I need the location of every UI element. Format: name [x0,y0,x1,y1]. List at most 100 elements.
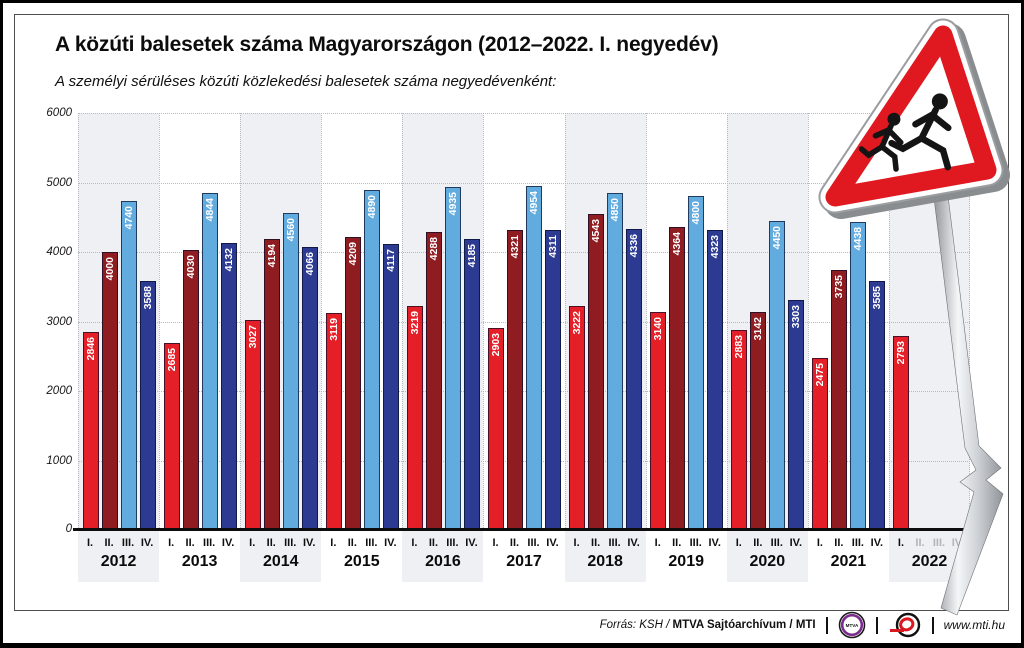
divider [875,616,878,634]
quarter-label: II. [591,537,601,549]
quarter-labels: I. II. III. IV. [321,537,402,552]
year-label: 2013 [181,553,218,570]
source-text: Forrás: KSH / MTVA Sajtóarchívum / MTI [600,619,816,631]
y-axis-tick-label: 0 [65,523,72,535]
bar-value-label: 4740 [122,206,135,230]
quarter-label: I. [492,537,499,549]
quarter-label: III. [689,537,702,549]
year-band: 3119 4209 4890 4117 I. II. III. IV. 2015 [321,113,403,582]
bar-2018-q1: 3222 [569,306,586,530]
quarter-labels: I. II. III. IV. [808,537,889,552]
quarter-labels: I. II. III. IV. [78,537,159,552]
year-band: 3222 4543 4850 4336 I. II. III. IV. 2018 [564,113,646,582]
quarter-label: II. [185,537,195,549]
bar-value-label: 4364 [671,232,684,256]
quarter-label: II. [347,537,357,549]
year-band: 2883 3142 4450 3303 I. II. III. IV. 2020 [726,113,808,582]
quarter-label: III. [851,537,864,549]
quarter-labels: I. II. III. IV. [727,537,808,552]
bar-2013-q4: 4132 [220,243,237,530]
bar-value-label: 4450 [771,226,784,250]
quarter-label: IV. [140,537,154,549]
bar-2017-q3: 4954 [526,186,543,530]
y-axis-tick-label: 1000 [46,455,72,467]
page-subtitle: A személyi sérüléses közúti közlekedési … [55,73,557,90]
quarter-label: III. [121,537,135,549]
bar-2017-q4: 4311 [545,230,562,530]
bar-value-label: 4438 [852,227,865,251]
bar-2019-q3: 4800 [688,196,705,530]
mti-logo-icon [889,612,920,638]
year-band: 2685 4030 4844 4132 I. II. III. IV. 2013 [159,113,241,582]
quarter-label: IV. [870,537,884,549]
quarter-labels: I. II. III. IV. [646,537,727,552]
svg-text:MTVA: MTVA [845,623,858,628]
quarter-labels: I. II. III. IV. [159,537,240,552]
source-agencies: MTVA Sajtóarchívum / MTI [672,619,816,631]
bar-2020-q3: 4450 [769,221,786,530]
bar-value-label: 4132 [222,248,235,272]
bar-value-label: 3027 [246,325,259,349]
bar-value-label: 4543 [590,219,603,243]
y-axis-tick-label: 6000 [46,107,72,119]
quarter-labels: I. II. III. IV. [240,537,321,552]
quarter-label: III. [365,537,378,549]
bar-value-label: 4209 [346,242,359,266]
bar-2021-q2: 3735 [831,270,848,530]
year-label: 2017 [506,553,542,570]
bar-2016-q2: 4288 [425,232,442,530]
bar-2014-q3: 4560 [282,213,299,530]
bar-2015-q3: 4890 [363,190,380,530]
bar-value-label: 4321 [509,235,522,259]
bar-2013-q3: 4844 [201,193,218,530]
source-prefix: Forrás: KSH / [599,619,673,631]
quarter-label: I. [330,537,337,549]
year-label: 2021 [830,553,867,570]
quarter-label: I. [735,537,742,549]
bar-value-label: 4185 [465,244,478,268]
y-axis-tick-label: 5000 [46,177,72,189]
bar-2021-q3: 4438 [850,222,867,530]
footer: Forrás: KSH / MTVA Sajtóarchívum / MTI M… [600,610,1005,640]
quarter-label: IV. [789,537,803,549]
bar-value-label: 4336 [628,234,641,258]
bar-2018-q2: 4543 [588,214,605,530]
quarter-labels: I. II. III. IV. [889,537,970,552]
bar-value-label: 4030 [184,255,197,279]
quarter-label: II. [104,537,114,549]
bar-value-label: 2793 [894,341,907,365]
quarter-label: II. [266,537,276,549]
bar-2020-q4: 3303 [788,300,805,530]
divider [931,616,934,634]
bar-2018-q4: 4336 [626,229,643,530]
quarter-label: IV. [546,537,559,549]
bar-value-label: 2883 [733,335,746,359]
quarter-label: IV. [951,537,965,549]
quarter-label: III. [527,537,540,549]
mtva-logo-icon: MTVA [838,611,865,639]
bar-value-label: 3142 [752,317,765,341]
website-text: www.mti.hu [943,618,1005,632]
quarter-label: II. [428,537,438,549]
bar-value-label: 3585 [871,286,884,310]
quarter-label: III. [446,537,459,549]
quarter-label: IV. [221,537,235,549]
bar-2020-q1: 2883 [731,330,748,530]
y-axis-tick-label: 4000 [46,246,72,258]
quarter-label: IV. [708,537,721,549]
bar-value-label: 4311 [547,235,560,258]
quarter-label: IV. [384,537,397,549]
quarter-label: III. [284,537,297,549]
x-axis-line [73,528,973,531]
bar-2017-q1: 2903 [488,328,505,530]
quarter-label: III. [608,537,621,549]
bar-value-label: 4890 [365,195,378,219]
quarter-label: I. [168,537,175,549]
bar-2012-q1: 2846 [82,332,99,530]
bar-2015-q1: 3119 [325,313,342,530]
bar-2012-q3: 4740 [120,201,137,530]
bar-value-label: 3119 [327,318,340,341]
y-axis-tick-label: 3000 [46,316,72,328]
year-band: 2793 I. II. III. IV. 2022 [888,113,971,582]
